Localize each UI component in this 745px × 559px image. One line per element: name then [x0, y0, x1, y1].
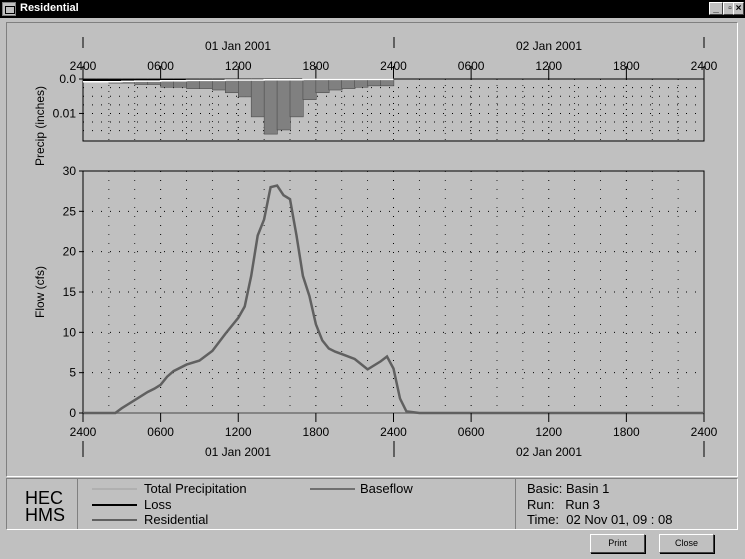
hms-logo-text: HMS	[25, 505, 65, 525]
top-tick-label: 1200	[535, 59, 562, 73]
print-button[interactable]: Print	[590, 534, 645, 553]
info-basic: Basic: Basin 1	[527, 481, 610, 496]
loss-bar	[95, 79, 110, 82]
loss-bar	[147, 79, 162, 82]
title-bar[interactable]: Residential _ ▫ ×	[0, 0, 745, 18]
top-time-axis: 01 Jan 2001 02 Jan 2001 2400 0600 1200 1800…	[70, 37, 718, 79]
top-date-label-2: 02 Jan 2001	[516, 39, 582, 53]
info-time: Time: 02 Nov 01, 09 : 08	[527, 512, 673, 527]
residential-flow-line	[83, 184, 704, 415]
precip-bar	[354, 78, 369, 88]
flow-axis-label: Flow (cfs)	[33, 266, 47, 318]
loss-bar	[108, 79, 123, 82]
hydrograph-chart: 01 Jan 2001 02 Jan 2001 2400 0600 1200 1800…	[33, 37, 718, 459]
loss-bar	[173, 79, 187, 81]
loss-bar	[83, 79, 97, 82]
precip-bar	[289, 78, 304, 118]
precip-bar	[341, 78, 356, 89]
bottom-tick-label: 1800	[303, 425, 330, 439]
bottom-tick-label: 2400	[691, 425, 718, 439]
legend-divider-right	[515, 479, 516, 529]
top-tick-label: 0600	[147, 59, 174, 73]
top-tick-label: 0600	[458, 59, 485, 73]
top-tick-label: 2400	[691, 59, 718, 73]
precip-bar	[276, 78, 291, 131]
precip-bar	[250, 78, 265, 118]
legend-divider-left	[77, 479, 78, 529]
flow-y-tick-label: 30	[63, 164, 77, 178]
baseflow-legend-label: Baseflow	[360, 481, 413, 496]
flow-y-tick-label: 15	[63, 285, 77, 299]
bottom-tick-label: 2400	[70, 425, 97, 439]
precip-bar	[263, 78, 278, 135]
flow-y-tick-label: 20	[63, 245, 77, 259]
residential-legend-swatch	[92, 519, 137, 521]
baseflow-legend-swatch	[310, 488, 355, 490]
loss-legend-swatch	[92, 504, 137, 506]
flow-y-tick-label: 5	[69, 366, 76, 380]
bottom-date-label-1: 01 Jan 2001	[205, 445, 271, 459]
top-tick-label: 2400	[380, 59, 407, 73]
bottom-date-label-2: 02 Jan 2001	[516, 445, 582, 459]
bottom-tick-label: 0600	[147, 425, 174, 439]
close-window-button[interactable]: ×	[733, 2, 744, 15]
app-icon[interactable]	[2, 2, 16, 16]
top-date-label-1: 01 Jan 2001	[205, 39, 271, 53]
precip-bar	[328, 78, 343, 91]
precip-y-tick-label: 0.0	[59, 72, 76, 86]
loss-bar	[121, 79, 136, 82]
bottom-tick-label: 1200	[535, 425, 562, 439]
top-tick-label: 1800	[303, 59, 330, 73]
precip-bar	[225, 78, 239, 94]
top-tick-label: 1200	[225, 59, 252, 73]
flow-y-tick-label: 0	[69, 406, 76, 420]
loss-legend-label: Loss	[144, 497, 172, 512]
residential-legend-label: Residential	[144, 512, 209, 527]
top-tick-label: 1800	[613, 59, 640, 73]
close-button[interactable]: Close	[659, 534, 714, 553]
precip-axis-label: Precip (inches)	[33, 86, 47, 166]
precip-y-tick-label: 0.01	[53, 106, 77, 120]
bottom-time-axis: 2400 0600 1200 1800 2400 0600 1200 1800 2400 01 …	[70, 413, 718, 459]
precip-bar	[302, 78, 317, 100]
precip-bar	[315, 78, 330, 94]
info-run: Run: Run 3	[527, 497, 600, 512]
loss-bar	[134, 79, 149, 82]
hec-logo-text: HEC	[25, 488, 64, 508]
precip-bar	[238, 78, 252, 98]
window-title: Residential	[20, 2, 79, 14]
legend-panel: HEC HMS Total Precipitation Loss Residen…	[6, 478, 738, 530]
bottom-tick-label: 1200	[225, 425, 252, 439]
flow-y-tick-label: 10	[63, 325, 77, 339]
minimize-button[interactable]: _	[709, 2, 723, 15]
flow-y-tick-label: 25	[63, 204, 77, 218]
bottom-tick-label: 2400	[380, 425, 407, 439]
total-precip-legend-swatch	[92, 488, 137, 490]
bottom-tick-label: 1800	[613, 425, 640, 439]
top-tick-label: 2400	[70, 59, 97, 73]
total-precip-outline	[83, 78, 394, 83]
bottom-tick-label: 0600	[458, 425, 485, 439]
total-precip-legend-label: Total Precipitation	[144, 481, 247, 496]
loss-bar	[160, 79, 174, 81]
